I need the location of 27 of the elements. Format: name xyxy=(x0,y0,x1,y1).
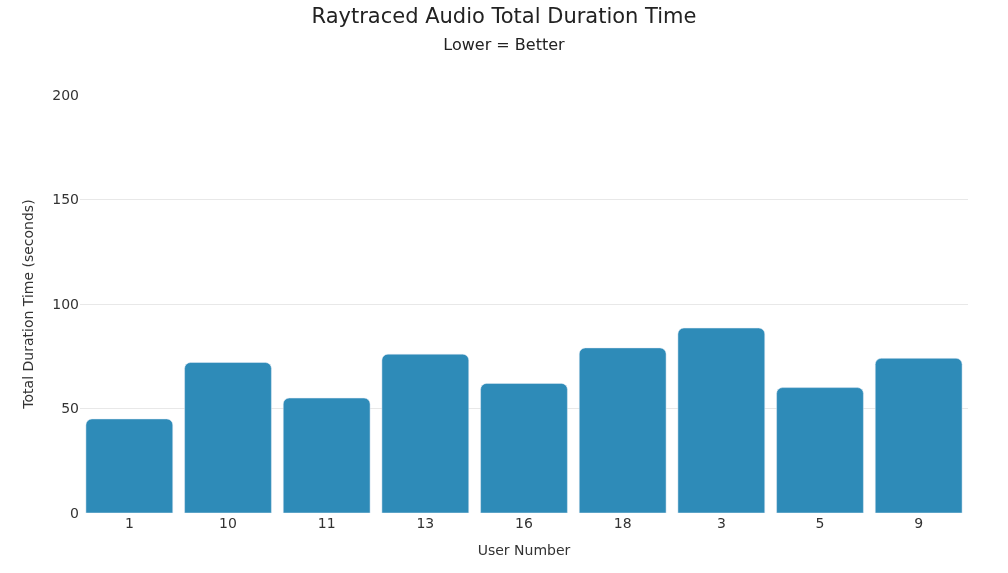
x-tick-label: 13 xyxy=(416,515,435,531)
bar xyxy=(579,347,667,513)
y-tick-label: 0 xyxy=(70,504,79,521)
y-tick-label: 100 xyxy=(52,295,79,312)
bar xyxy=(677,327,765,513)
bar xyxy=(381,353,469,513)
x-tick-label: 9 xyxy=(914,515,924,531)
y-tick-label: 50 xyxy=(61,400,79,417)
bar xyxy=(184,362,272,513)
x-tick-label: 5 xyxy=(815,515,825,531)
x-tick-label: 11 xyxy=(317,515,336,531)
x-tick-label: 16 xyxy=(515,515,533,531)
y-axis-title: Total Duration Time (seconds) xyxy=(19,199,36,410)
bar xyxy=(85,418,173,513)
bar xyxy=(875,358,963,513)
bar xyxy=(776,387,864,513)
x-axis-title: User Number xyxy=(477,542,571,559)
x-tick-label: 10 xyxy=(219,515,237,531)
bar xyxy=(480,383,568,513)
y-tick-label: 150 xyxy=(52,191,79,208)
chart-subtitle: Lower = Better xyxy=(443,35,566,55)
chart-title: Raytraced Audio Total Duration Time xyxy=(311,3,697,28)
y-tick-label: 200 xyxy=(52,86,79,103)
bar xyxy=(283,397,371,513)
x-tick-label: 18 xyxy=(613,515,632,531)
x-tick-label: 1 xyxy=(124,515,134,531)
x-tick-label: 3 xyxy=(716,515,726,531)
